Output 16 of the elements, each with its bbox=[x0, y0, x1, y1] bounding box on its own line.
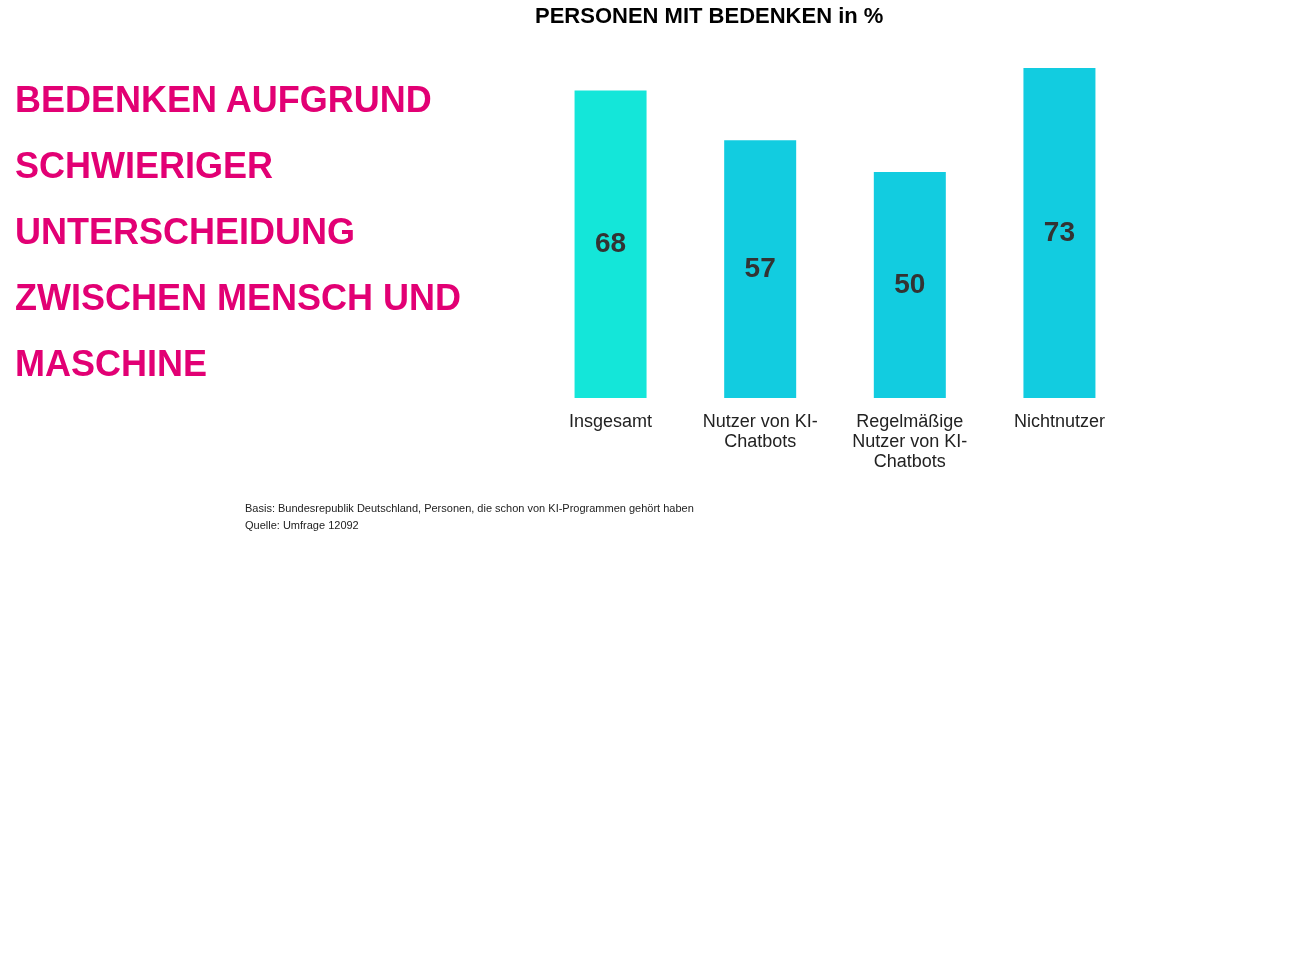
x-tick-label: Regelmäßige Nutzer von KI-Chatbots bbox=[852, 410, 968, 471]
bar bbox=[574, 90, 647, 398]
text: Basis: Bundesrepublik Deutschland, Personen, die schon von KI-Programmen gehört haben bbox=[245, 501, 694, 514]
bar bbox=[873, 171, 946, 398]
x-tick-label: Insgesamt bbox=[569, 410, 653, 431]
data-label: 73 bbox=[1043, 216, 1076, 247]
x-tick-label: Nichtnutzer bbox=[1013, 410, 1105, 431]
chart-subtitle: PERSONEN MIT BEDENKEN in % bbox=[535, 3, 884, 28]
x-tick-label: Nutzer von KI-Chatbots bbox=[702, 410, 818, 451]
bar bbox=[1023, 68, 1096, 398]
data-label: 57 bbox=[744, 252, 776, 284]
text: BEDENKEN AUFGRUND SCHWIERIGER UNTERSCHEIDUNG ZWISCHEN MENSCH UND MASCHINE bbox=[15, 79, 461, 384]
data-label: 50 bbox=[894, 267, 926, 299]
bar bbox=[724, 140, 797, 398]
data-label: 68 bbox=[594, 227, 627, 259]
source-note: Quelle: Umfrage 12092 bbox=[245, 518, 359, 531]
